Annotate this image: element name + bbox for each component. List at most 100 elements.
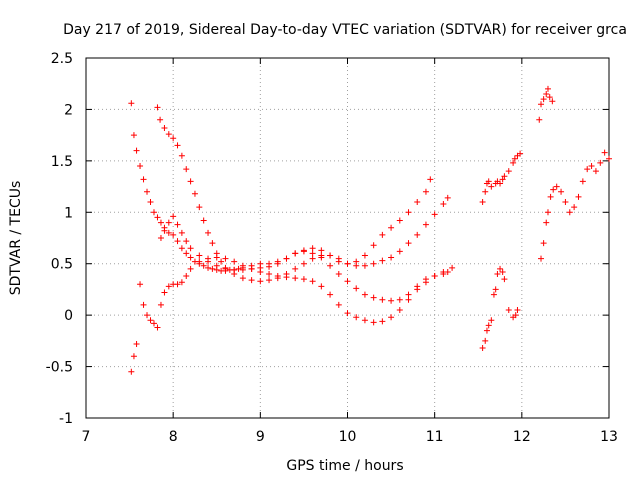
series-track-a (128, 100, 434, 274)
data-point (414, 199, 421, 205)
data-point (440, 201, 447, 208)
data-point (414, 283, 421, 290)
data-point (209, 265, 216, 272)
data-point (274, 273, 281, 280)
data-point (231, 258, 238, 265)
data-point (300, 260, 307, 267)
series-track-d (157, 213, 451, 304)
data-point (540, 96, 547, 103)
data-point (248, 277, 255, 284)
data-point (543, 91, 550, 97)
data-point (566, 209, 573, 216)
grid (86, 58, 609, 418)
data-point (130, 132, 137, 139)
data-point (218, 258, 225, 265)
data-point (318, 247, 325, 254)
data-point (540, 240, 547, 247)
y-tick-label: 1.5 (51, 154, 73, 170)
data-point (361, 262, 368, 269)
data-point (235, 265, 242, 272)
data-point (396, 296, 403, 303)
data-point (510, 159, 517, 166)
data-point (196, 204, 203, 211)
ticks (85, 57, 610, 419)
data-point (544, 85, 551, 92)
data-point (213, 254, 220, 261)
data-point (482, 337, 489, 344)
data-point (571, 204, 578, 211)
x-tick-label: 9 (256, 429, 265, 445)
data-point (584, 166, 591, 173)
data-point (431, 273, 438, 280)
data-point (174, 238, 181, 245)
data-point (482, 188, 489, 195)
data-point (388, 314, 395, 321)
data-point (396, 217, 403, 224)
data-point (292, 265, 299, 272)
x-tick-label: 13 (600, 429, 618, 445)
data-point (422, 188, 429, 195)
data-point (183, 250, 190, 257)
data-point (196, 258, 203, 265)
data-point (157, 116, 164, 123)
data-point (579, 178, 586, 185)
data-point (592, 168, 599, 175)
data-point (501, 276, 508, 283)
tick-labels: 7 8 9 10 11 12 13 -1 -0.5 0 0.5 1 1.5 2 2.5 (46, 51, 618, 445)
data-point (165, 283, 172, 290)
data-point (178, 229, 185, 236)
data-point (239, 275, 246, 282)
data-point (318, 254, 325, 261)
data-point (187, 245, 194, 252)
data-point (274, 260, 281, 267)
data-point (187, 265, 194, 272)
data-point (588, 163, 595, 169)
data-point (300, 276, 307, 283)
data-point (431, 211, 438, 218)
data-point (547, 193, 554, 200)
data-point (597, 159, 604, 166)
data-point (174, 281, 181, 288)
data-point (309, 245, 316, 252)
data-point (449, 264, 456, 271)
data-point (353, 314, 360, 321)
data-point (512, 312, 519, 319)
data-point (200, 217, 207, 224)
data-point (144, 312, 151, 319)
data-point (187, 254, 194, 261)
data-point (178, 245, 185, 252)
data-point (170, 213, 177, 220)
data-point (485, 322, 492, 329)
data-point (161, 227, 168, 234)
x-axis-label: GPS time / hours (286, 458, 403, 474)
y-tick-label: 1 (64, 205, 73, 221)
data-point (309, 255, 316, 262)
data-point (405, 291, 412, 298)
data-point (488, 317, 495, 324)
data-point (511, 155, 518, 162)
y-tick-label: 2.5 (51, 51, 73, 67)
data-point (165, 229, 172, 236)
data-point (479, 199, 486, 205)
data-point (170, 135, 177, 142)
data-point (292, 275, 299, 282)
data-point (370, 294, 377, 301)
data-point (479, 345, 486, 352)
data-point (178, 152, 185, 159)
data-point (370, 242, 377, 249)
data-point (388, 254, 395, 261)
data-point (335, 255, 342, 262)
y-tick-label: -0.5 (46, 360, 73, 376)
data-point (505, 307, 512, 313)
data-point (157, 301, 164, 308)
data-point (485, 178, 492, 185)
data-point (353, 285, 360, 292)
data-point (161, 124, 168, 131)
y-axis-label: SDTVAR / TECUs (8, 181, 24, 296)
data-points (128, 85, 612, 375)
data-point (379, 257, 386, 264)
data-point (546, 94, 553, 101)
data-point (266, 263, 273, 270)
chart-title: Day 217 of 2019, Sidereal Day-to-day VTE… (63, 22, 627, 38)
